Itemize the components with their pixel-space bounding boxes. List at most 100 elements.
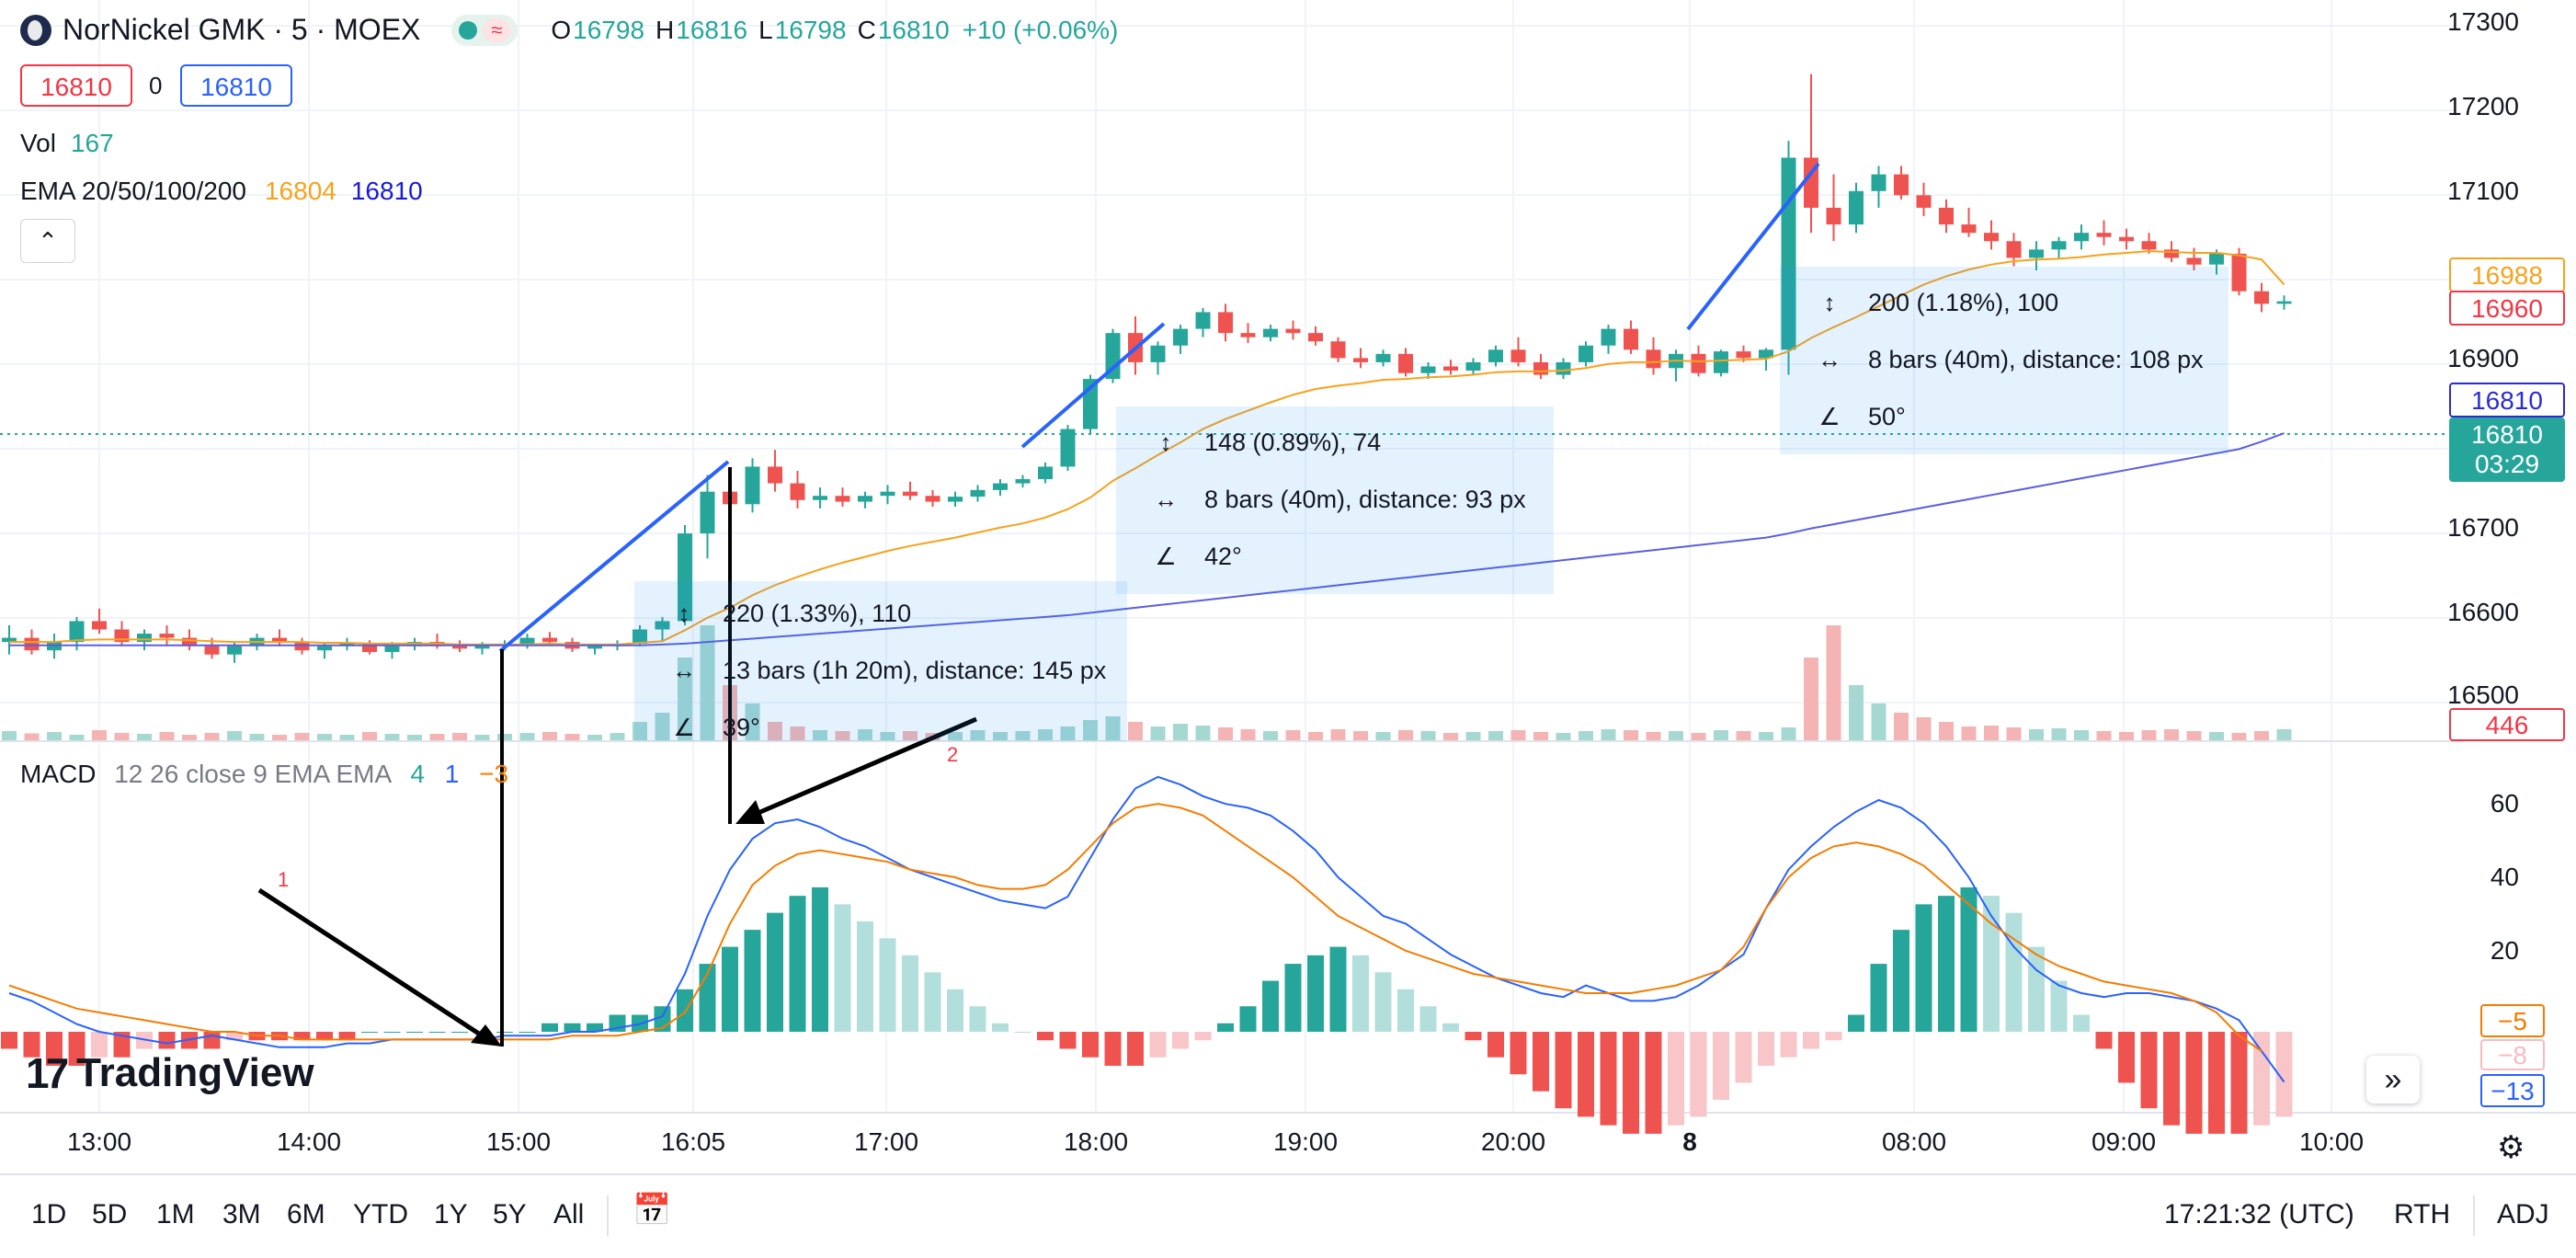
candle-body [678,533,692,622]
range-3m-button[interactable]: 3M [222,1199,261,1229]
macd-hist-bar [1758,1032,1774,1066]
candle-body [92,621,107,630]
volume-bar [1375,732,1391,740]
macd-hist-bar [1419,1006,1437,1032]
macd-legend[interactable]: MACD 12 26 close 9 EMA EMA 4 1 −3 [20,760,508,789]
candle-body [835,496,850,502]
volume-bar [2029,729,2044,740]
macd-hist-bar [1194,1032,1212,1041]
measure-box-3[interactable]: ↕ 200 (1.18%), 100 ↔ 8 bars (40m), distanc… [1780,267,2228,454]
price-tick: 17200 [2447,92,2519,120]
macd-hist-bar [1848,1014,1864,1032]
range-5d-button[interactable]: 5D [92,1199,128,1229]
volume-bar [1218,727,1233,740]
chart-settings-icon[interactable]: ⚙ [2497,1130,2525,1165]
chevron-up-icon: ⌃ [38,227,58,255]
utc-clock[interactable]: 17:21:32 (UTC) [2164,1199,2354,1229]
candle-body [1195,312,1211,329]
macd-hist-bar [879,938,896,1032]
candle-body [1849,190,1864,225]
range-1d-button[interactable]: 1D [31,1199,67,1229]
volume-bar [2276,729,2292,740]
buy-button[interactable]: 16810 [180,64,292,107]
measure-box-2[interactable]: ↕ 148 (0.89%), 74 ↔ 8 bars (40m), distance… [1116,406,1554,594]
goto-date-icon[interactable]: 📅 [633,1193,672,1228]
candle-body [1916,195,1932,208]
adjust-button[interactable]: ADJ [2497,1199,2549,1229]
volume-legend[interactable]: Vol 167 [20,129,114,158]
arrow-1-head [471,1024,502,1046]
ema-value-2: 16810 [350,177,423,205]
macd-hist-bar [564,1023,581,1032]
price-tick: 16500 [2447,680,2519,709]
volume-bar [1330,729,1346,740]
range-5y-button[interactable]: 5Y [493,1199,527,1229]
grid-lines [0,0,2576,1114]
macd-hist-bar [541,1023,558,1032]
macd-params: 12 26 close 9 EMA EMA [114,760,391,788]
measure-box-1[interactable]: ↕ 220 (1.33%), 110 ↔ 13 bars (1h 20m), dis… [634,581,1127,741]
range-all-button[interactable]: All [553,1199,585,1229]
measure-price-change: 148 (0.89%), 74 [1204,429,1382,456]
volume-bar [1195,726,1211,740]
candle-body [790,483,805,500]
macd-hist-bar [1,1032,17,1049]
high-value: 16816 [676,15,748,44]
range-ytd-button[interactable]: YTD [353,1199,408,1229]
scroll-to-realtime-button[interactable]: » [2366,1056,2420,1104]
candle-body [317,646,332,651]
volume-bar [182,735,197,740]
macd-hist-bar [1172,1032,1189,1049]
day-tick: 8 [1682,1127,1697,1156]
price-tick: 16600 [2447,598,2519,626]
session-button[interactable]: RTH [2394,1199,2451,1229]
candle-body [542,637,557,643]
volume-bar [1510,730,1526,740]
macd-hist-bar [1059,1032,1077,1049]
macd-hist-bar [2253,1032,2270,1126]
candle-body [2074,233,2089,242]
macd-tick: 20 [2490,936,2519,965]
double-chevron-right-icon: » [2384,1062,2402,1097]
macd-hist-bar [587,1023,603,1032]
range-1y-button[interactable]: 1Y [434,1199,468,1229]
sell-button[interactable]: 16810 [20,64,132,107]
candle-body [1646,349,1661,369]
symbol-title[interactable]: NorNickel GMK · 5 · MOEX [63,13,421,46]
range-1m-button[interactable]: 1M [156,1199,195,1229]
volume-bar [858,729,872,740]
market-status-pill[interactable]: ≈ [451,14,519,46]
macd-hist-bar [23,1032,40,1058]
volume-bar [474,735,490,740]
volume-value: 167 [70,129,114,157]
macd-hist-bar [1510,1032,1527,1075]
chart-canvas[interactable] [0,0,2576,1173]
volume-bar [204,733,220,740]
macd-hist-bar [226,1032,243,1041]
macd-hist-bar [2163,1032,2180,1126]
collapse-legend-button[interactable]: ⌃ [20,219,75,263]
ema-fast-price-label: 16988 [2449,257,2565,292]
drawings[interactable] [257,162,1820,1046]
candle-body [2276,301,2292,304]
signal-line [8,803,2263,1052]
macd-hist-bar [1487,1032,1504,1058]
candle-body [948,497,963,502]
price-tick: 16900 [2447,344,2519,372]
macd-hist-bar [1690,1032,1707,1117]
candle-body [159,634,175,638]
volume-bar [1714,730,1728,740]
candle-body [1714,351,1728,373]
horizontal-range-icon: ↔ [1154,486,1178,513]
volume-bar [655,713,670,740]
ema-legend[interactable]: EMA 20/50/100/200 16804 16810 [20,177,423,206]
volume-bar [633,722,647,740]
macd-hist-bar [1352,955,1369,1032]
range-6m-button[interactable]: 6M [287,1199,325,1229]
candle-body [813,496,827,500]
candle-body [2119,236,2134,242]
macd-hist-bar [46,1032,63,1066]
time-tick: 13:00 [66,1127,132,1156]
tradingview-logo[interactable]: 17 TradingView [26,1048,314,1098]
symbol-legend[interactable]: NorNickel GMK · 5 · MOEX ≈ O 16798 H 16816… [20,13,1118,47]
